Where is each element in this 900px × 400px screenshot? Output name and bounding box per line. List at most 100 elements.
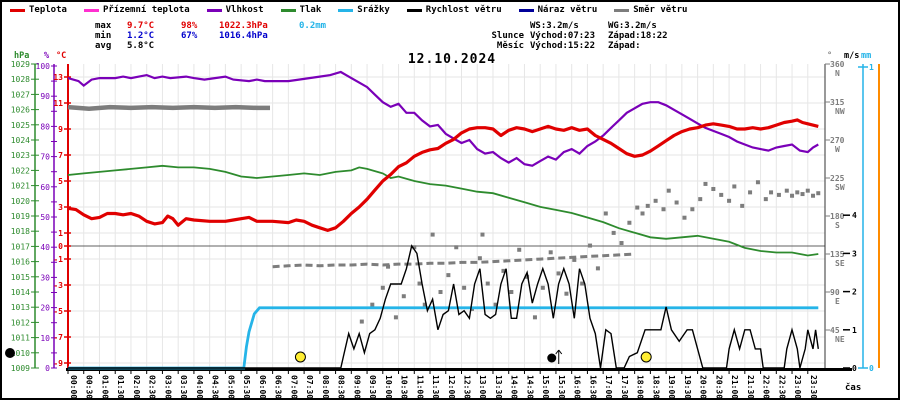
- svg-text:SE: SE: [835, 259, 845, 268]
- pressure-line: [67, 164, 819, 257]
- sunrise-marker: [294, 351, 306, 363]
- legend-label: Srážky: [357, 5, 390, 15]
- wind-speed-line: [68, 244, 819, 369]
- svg-text:90: 90: [40, 92, 50, 101]
- svg-text:21:30: 21:30: [746, 375, 755, 398]
- svg-text:1026: 1026: [11, 106, 30, 115]
- svg-text:1027: 1027: [11, 90, 30, 99]
- svg-text:3: 3: [58, 203, 63, 212]
- legend-item-vlhkost: Vlhkost: [206, 5, 264, 15]
- svg-text:04:30: 04:30: [211, 375, 220, 398]
- svg-text:-1: -1: [53, 255, 63, 264]
- svg-text:03:00: 03:00: [163, 375, 172, 398]
- svg-text:1013: 1013: [11, 303, 30, 312]
- svg-text:04:00: 04:00: [195, 375, 204, 398]
- svg-text:0: 0: [58, 242, 63, 251]
- svg-text:W: W: [835, 145, 840, 154]
- moonrise-time: Východ:15:22: [530, 41, 596, 51]
- svg-text:16:30: 16:30: [588, 375, 597, 398]
- stats-avg-temp: 5.8°C: [127, 41, 155, 51]
- stats-min-pressure: 1016.4hPa: [219, 31, 268, 41]
- legend-swatch: [10, 8, 25, 12]
- sunrise-time: Východ:07:23: [530, 31, 596, 41]
- wind-gust-summary: WG:3.2m/s: [608, 21, 657, 31]
- svg-text:NW: NW: [835, 107, 845, 116]
- svg-text:02:00: 02:00: [132, 375, 141, 398]
- svg-text:23:00: 23:00: [793, 375, 802, 398]
- stats-max-temp: 9.7°C: [127, 21, 155, 31]
- moonset-time: Západ:: [608, 41, 641, 51]
- sunset-marker: [640, 351, 652, 363]
- svg-text:70: 70: [40, 153, 50, 162]
- svg-text:0: 0: [869, 364, 874, 373]
- svg-text:18:30: 18:30: [651, 375, 660, 398]
- svg-text:1018: 1018: [11, 227, 30, 236]
- stats-block: max 9.7°C 98% 1022.3hPa 0.2mm min 1.2°C …: [95, 21, 326, 51]
- svg-text:05:00: 05:00: [226, 375, 235, 398]
- svg-text:1: 1: [58, 229, 63, 238]
- svg-text:01:00: 01:00: [100, 375, 109, 398]
- temperature-axis: °C 13 11 9 7 5 3 1 0 -1 -3 -5 -7 -9: [53, 51, 71, 371]
- svg-text:01:30: 01:30: [116, 375, 125, 398]
- moon-label: Měsíc: [496, 41, 524, 51]
- x-axis-label: čas: [845, 383, 862, 393]
- legend-item-rychlost-v-tru: Rychlost větru: [406, 5, 502, 15]
- svg-text:11:00: 11:00: [415, 375, 424, 398]
- svg-text:225: 225: [830, 174, 845, 183]
- svg-text:06:00: 06:00: [258, 375, 267, 398]
- svg-text:20: 20: [40, 304, 50, 313]
- svg-text:2: 2: [852, 288, 857, 297]
- svg-text:°: °: [827, 51, 832, 61]
- svg-text:m/s: m/s: [844, 51, 859, 61]
- svg-text:10:00: 10:00: [384, 375, 393, 398]
- svg-text:1022: 1022: [11, 166, 30, 175]
- stats-min-label: min: [95, 31, 112, 41]
- stats-min-humidity: 67%: [181, 31, 198, 41]
- legend-label: Přízemní teplota: [102, 5, 190, 15]
- svg-text:17:30: 17:30: [620, 375, 629, 398]
- legend-swatch: [338, 8, 354, 12]
- svg-text:15:00: 15:00: [541, 375, 550, 398]
- svg-text:-5: -5: [53, 307, 63, 316]
- svg-text:1009: 1009: [11, 364, 30, 373]
- svg-text:00:00: 00:00: [69, 375, 78, 398]
- svg-text:20:30: 20:30: [714, 375, 723, 398]
- svg-text:10:30: 10:30: [400, 375, 409, 398]
- svg-text:4: 4: [852, 211, 857, 220]
- svg-text:19:30: 19:30: [683, 375, 692, 398]
- chart-title: 12.10.2024: [407, 52, 497, 67]
- stats-max-label: max: [95, 21, 112, 31]
- svg-text:13:30: 13:30: [494, 375, 503, 398]
- svg-text:60: 60: [40, 183, 50, 192]
- svg-text:09:30: 09:30: [368, 375, 377, 398]
- svg-text:14:30: 14:30: [525, 375, 534, 398]
- stats-max-humidity: 98%: [181, 21, 198, 31]
- svg-text:1028: 1028: [11, 75, 30, 84]
- svg-text:17:00: 17:00: [604, 375, 613, 398]
- svg-text:03:30: 03:30: [179, 375, 188, 398]
- svg-text:07:30: 07:30: [305, 375, 314, 398]
- legend-label: Směr větru: [633, 5, 688, 15]
- stats-max-pressure: 1022.3hPa: [219, 21, 268, 31]
- svg-text:15:30: 15:30: [557, 375, 566, 398]
- svg-text:1016: 1016: [11, 258, 30, 267]
- svg-text:1029: 1029: [11, 60, 30, 69]
- sun-moon-markers: [5, 348, 652, 364]
- svg-text:135: 135: [830, 250, 845, 259]
- svg-text:1010: 1010: [11, 349, 30, 358]
- sun-label: Slunce: [491, 31, 524, 41]
- svg-text:08:00: 08:00: [321, 375, 330, 398]
- svg-text:0: 0: [852, 364, 857, 373]
- svg-text:23:30: 23:30: [809, 375, 818, 398]
- wind-summary-row: WS:3.2m/s WG:3.2m/s: [452, 21, 668, 31]
- time-axis: 00:00 00:30 01:00 01:30 02:00 02:30 03:00 03:30…: [66, 368, 852, 398]
- stats-min-temp: 1.2°C: [127, 31, 155, 41]
- wind-direction-steady-nw-line: [67, 104, 270, 112]
- svg-text:100: 100: [36, 62, 51, 71]
- legend-swatch: [280, 8, 296, 12]
- svg-text:1012: 1012: [11, 318, 30, 327]
- legend-item-sr-ky: Srážky: [338, 5, 390, 15]
- svg-text:12:00: 12:00: [447, 375, 456, 398]
- svg-text:0: 0: [45, 364, 50, 373]
